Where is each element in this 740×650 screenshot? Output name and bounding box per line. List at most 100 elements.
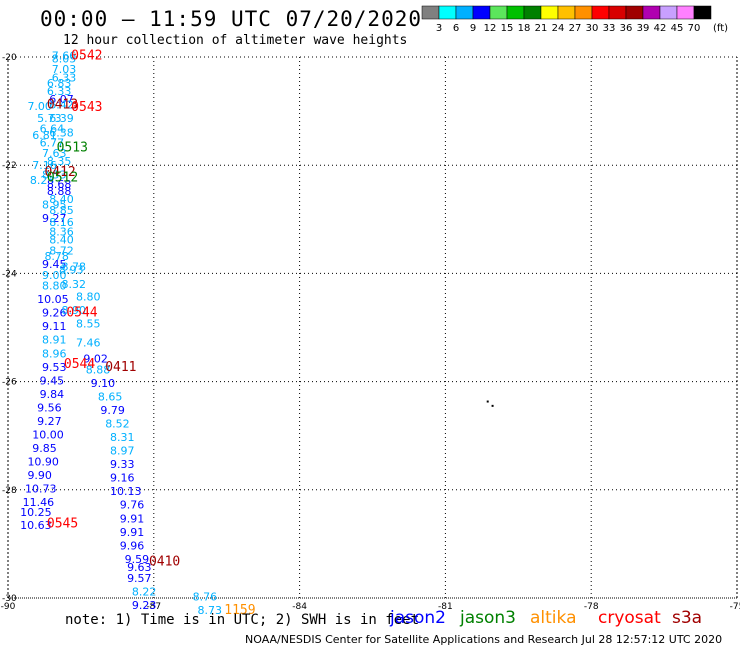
island-marker <box>486 400 494 407</box>
swh-value-label: 9.33 <box>110 458 135 471</box>
swh-value-label: 7.16 <box>32 159 57 172</box>
swh-value-label: 8.80 <box>76 290 101 303</box>
colorbar-level-label: 27 <box>569 23 582 34</box>
colorbar-swatch <box>608 5 627 20</box>
swh-value-label: 5.73 <box>37 112 62 125</box>
swh-value-label: 9.56 <box>37 401 62 414</box>
mission-legend-cryosat: cryosat <box>598 608 661 628</box>
swh-value-label: 9.00 <box>42 269 67 282</box>
y-tick-label: -28 <box>2 486 17 496</box>
swh-value-label: 8.53 <box>42 169 67 182</box>
swh-value-label: 6.33 <box>47 85 72 98</box>
colorbar-level-label: 39 <box>637 23 650 34</box>
colorbar-level-label: 21 <box>535 23 548 34</box>
colorbar-level-label: 3 <box>436 23 442 34</box>
swh-value-label: 9.91 <box>120 512 145 525</box>
swh-value-label: 7.66 <box>52 50 77 63</box>
swh-value-label: 9.79 <box>100 404 125 417</box>
swh-value-label: 7.63 <box>42 147 67 160</box>
x-tick-label: -75 <box>730 602 740 612</box>
time-label: 0543 <box>71 100 102 115</box>
swh-value-label: 8.31 <box>110 431 135 444</box>
colorbar-unit-label: (ft) <box>713 23 728 34</box>
swh-value-label: 6.38 <box>49 127 73 140</box>
time-label: 0413 <box>47 97 78 112</box>
footer-note: note: 1) Time is in UTC; 2) SWH is in fe… <box>65 612 420 628</box>
time-label: 1159 <box>224 603 255 618</box>
swh-value-label: 9.59 <box>125 553 150 566</box>
swh-value-label: 8.80 <box>42 280 67 293</box>
x-tick-label: -87 <box>146 602 161 612</box>
color-legend: 3 6 9 12 15 18 21 24 27 30 33 36 39 42 45 70 (ft) <box>421 5 728 34</box>
swh-value-label: 9.53 <box>42 361 67 374</box>
swh-value-label: 8.68 <box>47 178 72 191</box>
swh-value-label: 7.00 <box>27 100 52 113</box>
swh-value-label: 9.16 <box>110 472 135 485</box>
y-tick-label: -26 <box>2 378 17 388</box>
swh-value-label: 7.46 <box>76 336 101 349</box>
swh-value-label: 8.32 <box>61 278 86 291</box>
swh-value-label: 9.27 <box>42 212 67 225</box>
swh-value-label: 8.97 <box>110 445 135 458</box>
island-speck <box>491 404 494 407</box>
swh-value-label: 9.84 <box>40 388 64 401</box>
time-label: 0513 <box>57 141 88 156</box>
chart-subtitle: 12 hour collection of altimeter wave hei… <box>63 33 408 48</box>
swh-value-label: 9.02 <box>83 353 108 366</box>
swh-value-label: 8.85 <box>49 204 73 217</box>
swh-value-label: 9.76 <box>120 499 145 512</box>
colorbar-swatch <box>523 5 542 20</box>
swh-value-label: 8.36 <box>49 226 73 239</box>
colorbar-level-label: 12 <box>484 23 497 34</box>
colorbar-level-label: 24 <box>552 23 565 34</box>
swh-value-label: 10.00 <box>32 428 64 441</box>
colorbar-swatch <box>591 5 610 20</box>
island-speck <box>486 400 489 403</box>
swh-value-label: 8.55 <box>76 318 101 331</box>
swh-value-label: 10.05 <box>37 293 69 306</box>
swh-value-label: 8.05 <box>52 52 77 65</box>
swh-value-label: 10.73 <box>25 483 57 496</box>
mission-legend-jason3: jason3 <box>460 608 516 628</box>
x-tick-label: -78 <box>584 602 599 612</box>
swh-value-label: 8.88 <box>86 363 111 376</box>
swh-value-label: 8.40 <box>49 193 73 206</box>
swh-value-label: 9.45 <box>42 258 67 271</box>
colorbar-swatch <box>438 5 457 20</box>
colorbar-swatch <box>472 5 491 20</box>
swh-value-label: 10.25 <box>20 506 52 519</box>
swh-value-label: 8.93 <box>59 263 84 276</box>
colorbar-level-label: 15 <box>501 23 514 34</box>
swh-value-label: 9.91 <box>120 526 145 539</box>
swh-value-label: 8.35 <box>47 155 72 168</box>
colorbar-swatch <box>574 5 593 20</box>
colorbar-swatch <box>489 5 508 20</box>
swh-value-label: 8.91 <box>42 334 67 347</box>
mission-legend-jason2: jason2 <box>390 608 446 628</box>
mission-legend-s3a: s3a <box>672 608 703 628</box>
colorbar-swatch <box>557 5 576 20</box>
colorbar-level-label: 9 <box>470 23 476 34</box>
swh-value-label: 9.27 <box>37 415 62 428</box>
time-label: 0544 <box>66 306 97 321</box>
swh-value-label: 8.52 <box>105 418 130 431</box>
data-points: 7.668.057.036.336.836.336.076.427.005.73… <box>20 50 222 618</box>
y-tick-label: -22 <box>2 161 17 171</box>
swh-value-label: 8.40 <box>49 234 73 247</box>
colorbar-swatch <box>455 5 474 20</box>
y-tick-label: -20 <box>2 53 17 63</box>
colorbar-level-label: 30 <box>586 23 599 34</box>
swh-value-label: 8.72 <box>49 244 73 257</box>
time-label: 0410 <box>149 555 180 570</box>
swh-value-label: 9.10 <box>91 377 116 390</box>
swh-value-label: 6.39 <box>49 112 73 125</box>
axis-ticks: -90 -87 -84 -81 -78 -75 -20 -22 -24 -26 -28 -30 <box>1 53 740 612</box>
time-label: 0512 <box>47 170 78 185</box>
swh-value-label: 9.23 <box>132 599 157 612</box>
time-label: 0545 <box>47 517 78 532</box>
map-grid <box>7 56 738 599</box>
colorbar-level-label: 70 <box>688 23 701 34</box>
